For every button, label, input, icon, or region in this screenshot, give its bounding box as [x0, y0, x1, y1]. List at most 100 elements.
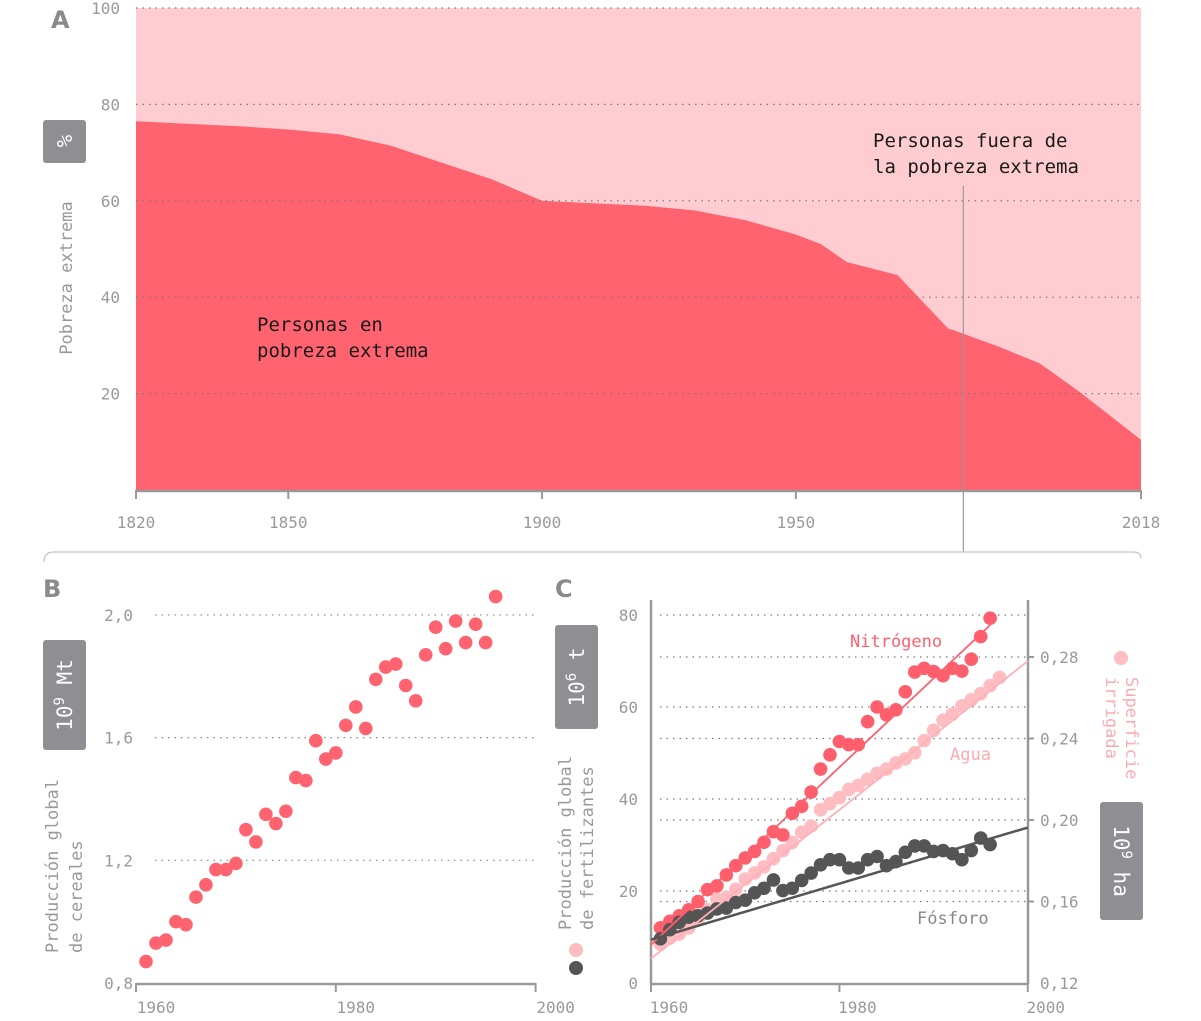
data-point-nitrogen [889, 702, 903, 717]
x-tick-label: 1980 [337, 998, 376, 1017]
series-label-nitrogen: Nitrógeno [850, 632, 942, 652]
data-point-nitrogen [955, 664, 969, 678]
unit-label-b: 109 Mt [52, 659, 77, 731]
y-tick-label-left: 80 [619, 606, 638, 625]
panel-label-c: C [555, 575, 573, 603]
series-label-phosphorus: Fósforo [917, 909, 989, 929]
y-tick-label-left: 40 [619, 790, 638, 809]
data-point-phosphorus [851, 861, 866, 875]
panel-a: 20 40 60 80 100 1820 1850 1900 1950 2018 [91, 0, 1160, 552]
data-point-phosphorus [983, 837, 997, 852]
data-point-water [766, 851, 781, 866]
data-point-water [785, 835, 800, 850]
x-tick-label: 1980 [838, 998, 877, 1017]
data-point-phosphorus [955, 852, 969, 867]
trend-line-nitrogen [650, 624, 991, 946]
unit-box-a [43, 120, 86, 163]
data-point-phosphorus [766, 873, 781, 887]
y-axis-label-b: Producción global de cereales [43, 779, 87, 953]
data-point-cereal [338, 718, 353, 733]
data-point-nitrogen [747, 844, 762, 859]
y-tick-label-left: 20 [619, 882, 638, 901]
data-point-cereal [418, 648, 433, 662]
y-tick-label-left: 0 [628, 974, 638, 993]
data-point-phosphorus [842, 861, 856, 875]
trend-line-water [650, 660, 1029, 960]
y-tick-label: 2,0 [104, 606, 133, 625]
data-point-nitrogen [898, 685, 913, 699]
x-tick-label: 2000 [1027, 998, 1066, 1017]
y-axis-label-c-left: Producción global de fertilizantes [556, 756, 598, 930]
x-tick-label: 2000 [536, 998, 575, 1017]
data-point-cereal [259, 807, 273, 822]
unit-label-a: % [53, 134, 77, 147]
data-point-water [992, 670, 1007, 685]
data-point-nitrogen [823, 748, 837, 762]
trend-line-phosphorus [650, 826, 1029, 941]
panel-c: 0 20 40 60 80 0,12 0,16 0,20 0,24 0,28 1960 1980 200… [619, 600, 1079, 1017]
annotation-out-of-poverty: Personas fuera de la pobreza extrema [873, 130, 1079, 178]
data-point-phosphorus [794, 873, 809, 888]
x-tick-label: 1820 [117, 513, 156, 532]
data-point-nitrogen [757, 835, 771, 850]
unit-box-c-right [1100, 802, 1143, 920]
y-tick-label: 0,8 [104, 974, 133, 993]
y-tick-label: 20 [101, 385, 120, 404]
data-point-cereal [358, 721, 373, 736]
y-tick-label-right: 0,24 [1040, 730, 1079, 749]
data-point-cereal [159, 933, 173, 947]
data-point-nitrogen [804, 785, 818, 799]
data-point-water [917, 733, 931, 748]
data-point-cereal [398, 678, 413, 693]
annotation-in-poverty: Personas en pobreza extrema [257, 314, 429, 362]
y-axis-label-c-right: Superficieirrigada [1101, 677, 1141, 779]
x-tick-label: 1960 [650, 998, 689, 1017]
panel-label-b: B [43, 575, 61, 603]
data-point-cereal [478, 635, 493, 650]
y-tick-label: 100 [91, 0, 120, 18]
legend-dot-water [569, 943, 583, 957]
data-point-phosphorus [757, 881, 771, 896]
data-point-water [804, 819, 818, 833]
data-point-cereal [209, 862, 223, 877]
data-point-cereal [438, 641, 453, 656]
data-point-cereal [299, 773, 313, 788]
data-point-cereal [388, 657, 403, 671]
y-tick-label: 60 [101, 192, 120, 211]
y-tick-label: 1,6 [104, 729, 133, 748]
data-point-nitrogen [710, 879, 724, 893]
data-point-water [907, 745, 922, 760]
y-tick-label-right: 0,16 [1040, 893, 1079, 912]
data-point-cereal [458, 635, 473, 650]
data-point-phosphorus [785, 881, 800, 896]
data-point-cereal [408, 694, 423, 708]
data-point-water [973, 686, 988, 701]
data-point-nitrogen [776, 828, 790, 842]
data-point-nitrogen [964, 652, 979, 666]
data-point-phosphorus [738, 893, 752, 907]
data-point-nitrogen [983, 611, 997, 626]
data-point-cereal [269, 816, 283, 831]
data-point-cereal [368, 672, 383, 687]
y-axis-label-a: Pobreza extrema [57, 201, 77, 355]
data-point-cereal [428, 620, 443, 635]
data-point-nitrogen [813, 762, 828, 776]
y-tick-label-right: 0,20 [1040, 811, 1079, 830]
series-label-water: Agua [950, 745, 991, 765]
data-point-phosphorus [823, 852, 837, 867]
data-point-cereal [348, 700, 363, 714]
x-tick-label: 1950 [777, 513, 816, 532]
x-tick-label: 2018 [1122, 513, 1161, 532]
unit-box-b [43, 640, 86, 750]
legend-dot-phosphorus [569, 961, 583, 975]
data-point-phosphorus [832, 852, 847, 867]
data-point-cereal [199, 878, 213, 892]
y-tick-label: 40 [101, 288, 120, 307]
data-point-nitrogen [794, 799, 809, 814]
data-point-nitrogen [870, 700, 884, 714]
data-point-cereal [468, 617, 483, 631]
data-point-water [832, 790, 847, 805]
data-point-nitrogen [785, 806, 800, 821]
data-point-water [757, 860, 771, 874]
data-point-cereal [239, 822, 253, 837]
